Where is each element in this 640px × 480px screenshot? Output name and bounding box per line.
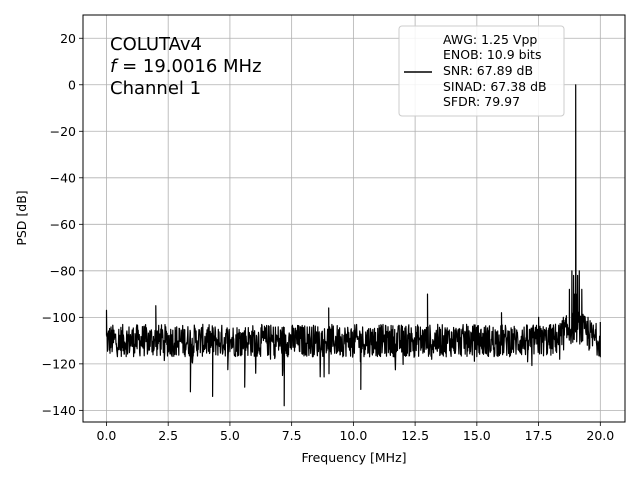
legend-entry: ENOB: 10.9 bits xyxy=(443,47,541,62)
psd-series-line xyxy=(105,84,601,407)
x-tick-label: 17.5 xyxy=(525,428,553,443)
y-axis-ticks: 20 0 −20 −40 −60 −80 −100 −120 −140 xyxy=(42,31,83,418)
chart-annotation: COLUTAv4 f = 19.0016 MHz Channel 1 xyxy=(110,34,262,99)
annotation-line-3: Channel 1 xyxy=(110,78,201,99)
y-tick-label: −40 xyxy=(50,170,76,185)
x-tick-label: 2.5 xyxy=(158,428,178,443)
x-axis-ticks: 0.0 2.5 5.0 7.5 10.0 12.5 15.0 17.5 20.0 xyxy=(97,422,614,443)
y-tick-label: −60 xyxy=(50,217,76,232)
x-tick-label: 0.0 xyxy=(97,428,117,443)
x-tick-label: 20.0 xyxy=(586,428,614,443)
y-tick-label: 0 xyxy=(68,77,76,92)
annotation-line-2-rest: = 19.0016 MHz xyxy=(116,56,261,77)
legend-entry: AWG: 1.25 Vpp xyxy=(443,32,537,47)
x-tick-label: 5.0 xyxy=(220,428,240,443)
legend: AWG: 1.25 Vpp ENOB: 10.9 bits SNR: 67.89… xyxy=(398,25,565,117)
x-tick-label: 7.5 xyxy=(282,428,302,443)
x-axis-label: Frequency [MHz] xyxy=(301,450,406,465)
y-tick-label: −120 xyxy=(42,356,76,371)
y-tick-label: −20 xyxy=(50,124,76,139)
x-tick-label: 12.5 xyxy=(401,428,429,443)
legend-entry: SFDR: 79.97 xyxy=(443,94,520,109)
x-tick-label: 10.0 xyxy=(339,428,367,443)
annotation-line-1: COLUTAv4 xyxy=(110,34,202,55)
legend-entry: SNR: 67.89 dB xyxy=(443,63,533,78)
series-layer xyxy=(105,84,601,407)
y-tick-label: 20 xyxy=(60,31,76,46)
annotation-line-2: f = 19.0016 MHz xyxy=(110,56,262,77)
y-tick-label: −80 xyxy=(50,263,76,278)
annotation-line-2-italic: f xyxy=(110,56,119,77)
legend-box xyxy=(398,25,565,117)
y-tick-label: −100 xyxy=(42,310,76,325)
y-tick-label: −140 xyxy=(42,403,76,418)
y-axis-label: PSD [dB] xyxy=(14,190,29,245)
plot-frame xyxy=(82,14,626,423)
x-tick-label: 15.0 xyxy=(463,428,491,443)
legend-entry: SINAD: 67.38 dB xyxy=(443,79,547,94)
